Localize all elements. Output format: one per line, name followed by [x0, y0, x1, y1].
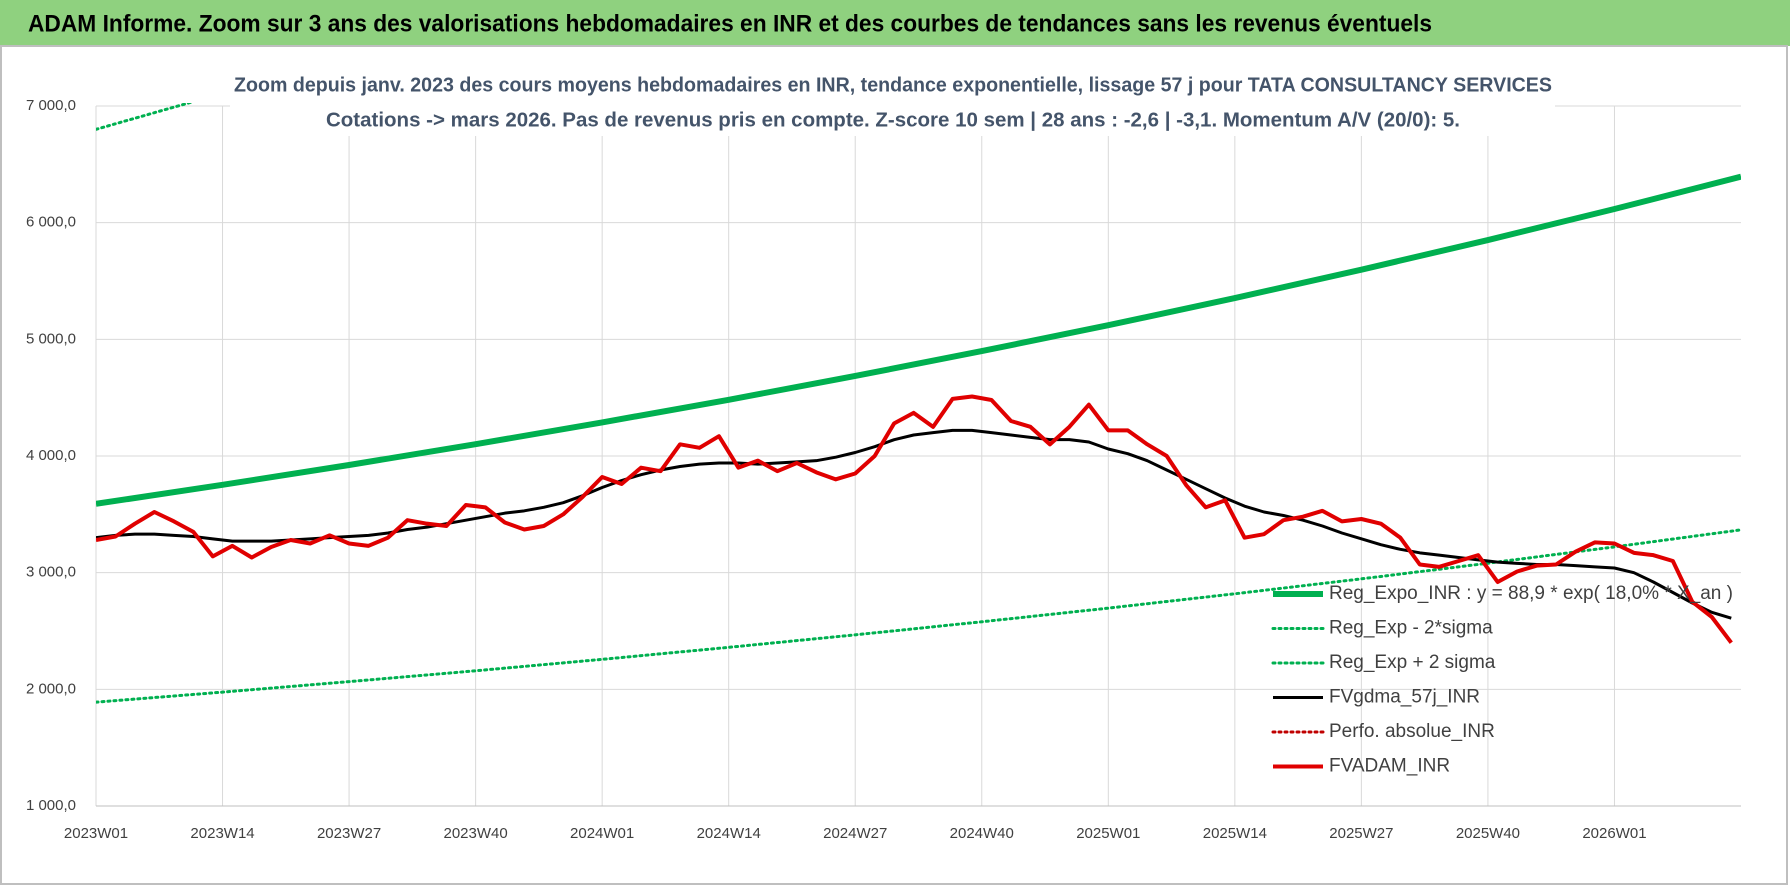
- series-line: [96, 428, 1732, 620]
- chart-title: Zoom depuis janv. 2023 des cours moyens …: [234, 74, 1552, 96]
- chart-frame: [0, 45, 1788, 885]
- title-backdrop: [230, 68, 1555, 136]
- legend: Reg_Expo_INR : y = 88,9 * exp( 18,0% * X…: [1271, 583, 1733, 777]
- x-tick-label: 2023W27: [317, 825, 381, 842]
- y-tick-label: 4 000,0: [26, 447, 76, 464]
- legend-label: Reg_Expo_INR : y = 88,9 * exp( 18,0% * X…: [1329, 583, 1733, 604]
- x-tick-label: 2023W01: [64, 825, 128, 842]
- chart-subtitle: Cotations -> mars 2026. Pas de revenus p…: [326, 109, 1460, 131]
- legend-label: Perfo. absolue_INR: [1329, 721, 1495, 742]
- plot: 1 000,0 2 000,0 3 000,0 4 000,0 5 000,0 6 000…: [26, 97, 1741, 842]
- y-tick-label: 5 000,0: [26, 330, 76, 347]
- series-line: [96, 528, 1741, 704]
- legend-label: FVgdma_57j_INR: [1329, 687, 1480, 708]
- y-tick-label: 6 000,0: [26, 214, 76, 231]
- x-tick-label: 2025W27: [1329, 825, 1393, 842]
- x-tick-label: 2023W14: [190, 825, 254, 842]
- y-tick-label: 7 000,0: [26, 97, 76, 114]
- y-tick-label: 2 000,0: [26, 680, 76, 697]
- legend-label: Reg_Exp - 2*sigma: [1329, 618, 1493, 639]
- x-tick-label: 2023W40: [444, 825, 508, 842]
- y-tick-label: 3 000,0: [26, 564, 76, 581]
- x-tick-label: 2024W01: [570, 825, 634, 842]
- x-tick-label: 2025W14: [1203, 825, 1267, 842]
- y-tick-label: 1 000,0: [26, 797, 76, 814]
- x-tick-label: 2024W27: [823, 825, 887, 842]
- x-tick-label: 2025W40: [1456, 825, 1520, 842]
- x-tick-label: 2024W14: [697, 825, 761, 842]
- page-title: ADAM Informe. Zoom sur 3 ans des valoris…: [28, 10, 1432, 37]
- x-tick-label: 2024W40: [950, 825, 1014, 842]
- legend-label: Reg_Exp + 2 sigma: [1329, 652, 1496, 673]
- header-bar: [0, 0, 1790, 46]
- legend-label: FVADAM_INR: [1329, 756, 1450, 777]
- series-line: [96, 173, 1741, 507]
- x-tick-label: 2026W01: [1582, 825, 1646, 842]
- x-tick-label: 2025W01: [1076, 825, 1140, 842]
- series-line: [96, 394, 1733, 644]
